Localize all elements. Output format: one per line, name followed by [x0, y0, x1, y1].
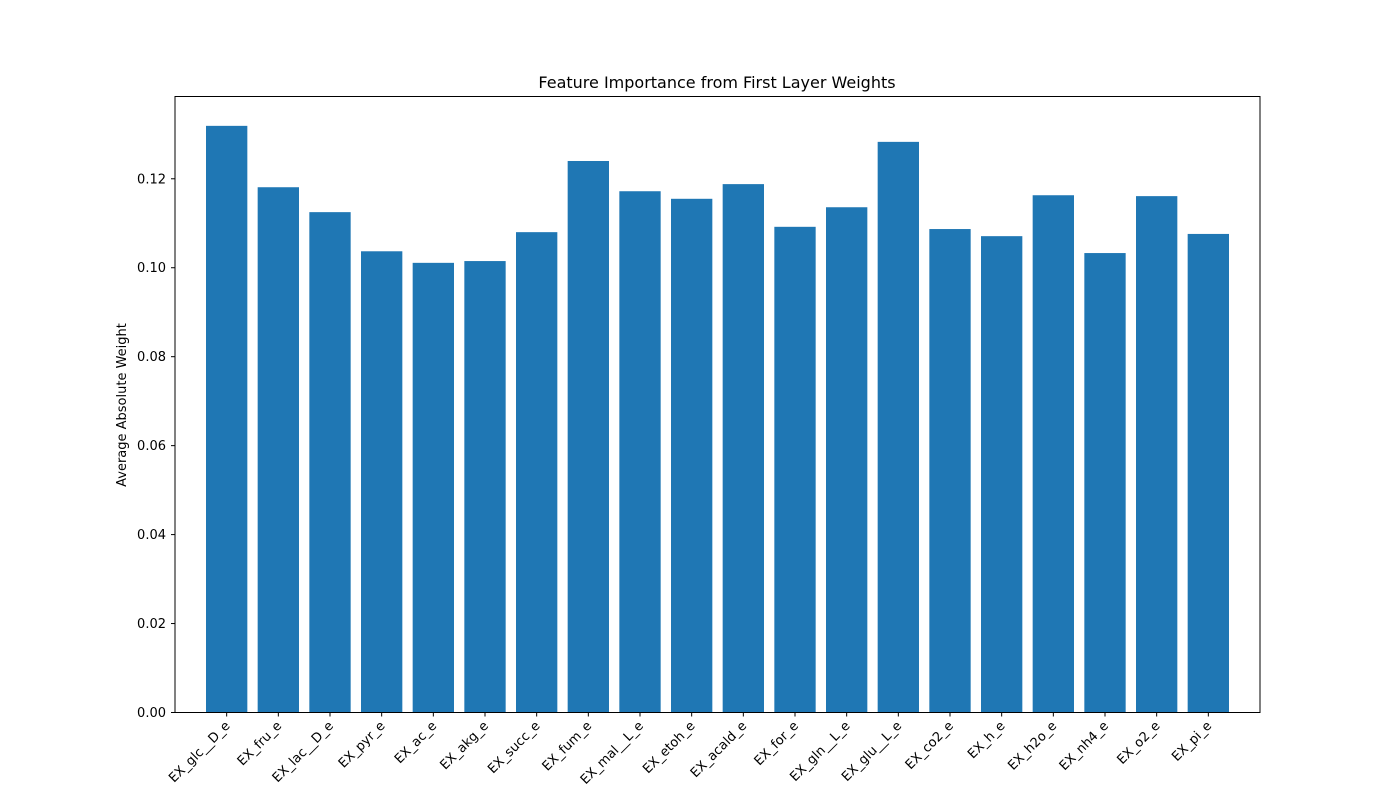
y-tick-label: 0.12	[137, 172, 166, 187]
bar-EX_h2o_e	[1032, 195, 1074, 713]
bar-EX_etoh_e	[671, 198, 713, 713]
y-tick-label: 0.04	[137, 528, 166, 543]
x-tick-label: EX_nh4_e	[1057, 719, 1112, 774]
x-tick-label: EX_ac_e	[392, 719, 440, 767]
bar-EX_ac_e	[412, 262, 454, 713]
bar-EX_co2_e	[929, 229, 971, 713]
bar-EX_nh4_e	[1084, 253, 1126, 713]
bar-EX_pyr_e	[361, 251, 403, 713]
bar-EX_for_e	[774, 226, 816, 713]
x-tick-label: EX_glc__D_e	[166, 719, 233, 786]
x-axis: EX_glc__D_e EX_fru_eEX_lac__D_e EX_pyr_e EX…	[166, 712, 1215, 788]
x-tick-label: EX_co2_e	[903, 719, 957, 773]
x-tick-label: EX_h_e	[965, 719, 1008, 762]
x-tick-label: EX_h2o_e	[1005, 719, 1060, 774]
y-tick-label: 0.02	[137, 617, 166, 632]
x-tick-label: EX_succ_e	[485, 719, 543, 777]
x-tick-label: EX_fru_e	[235, 719, 285, 769]
bar-EX_fru_e	[257, 187, 299, 713]
bar-EX_fum_e	[567, 160, 609, 713]
bar-EX_o2_e	[1136, 196, 1178, 713]
bar-EX_pi_e	[1187, 233, 1229, 713]
x-tick-label: EX_for_e	[752, 719, 802, 769]
bar-EX_gln__L_e	[826, 207, 868, 713]
x-tick-label: EX_o2_e	[1114, 719, 1163, 768]
x-tick-label: EX_akg_e	[437, 719, 491, 773]
x-tick-label: EX_pyr_e	[336, 719, 389, 772]
chart-title: Feature Importance from First Layer Weig…	[538, 73, 895, 92]
bar-EX_lac__D_e	[309, 212, 351, 713]
x-tick-label: EX_fum_e	[540, 719, 596, 775]
bar-EX_h_e	[981, 236, 1023, 713]
y-tick-label: 0.10	[137, 261, 166, 276]
y-tick-label: 0.00	[137, 706, 166, 721]
x-tick-label: EX_acald_e	[688, 719, 750, 781]
bar-EX_glu__L_e	[877, 141, 919, 713]
bar-EX_akg_e	[464, 261, 506, 713]
y-axis-label: Average Absolute Weight	[115, 323, 130, 487]
bars	[206, 125, 1229, 713]
plot-frame	[174, 96, 1261, 713]
x-tick-label: EX_pi_e	[1169, 719, 1215, 765]
bar-EX_acald_e	[722, 184, 764, 713]
y-tick-label: 0.06	[137, 439, 166, 454]
bar-EX_mal__L_e	[619, 191, 661, 713]
y-tick-label: 0.08	[137, 350, 166, 365]
bar-EX_succ_e	[516, 232, 558, 713]
y-axis: 0.00 0.02 0.04 0.06 0.08 0.10 0.12	[137, 172, 175, 721]
bar-EX_glc__D_e	[206, 125, 248, 713]
